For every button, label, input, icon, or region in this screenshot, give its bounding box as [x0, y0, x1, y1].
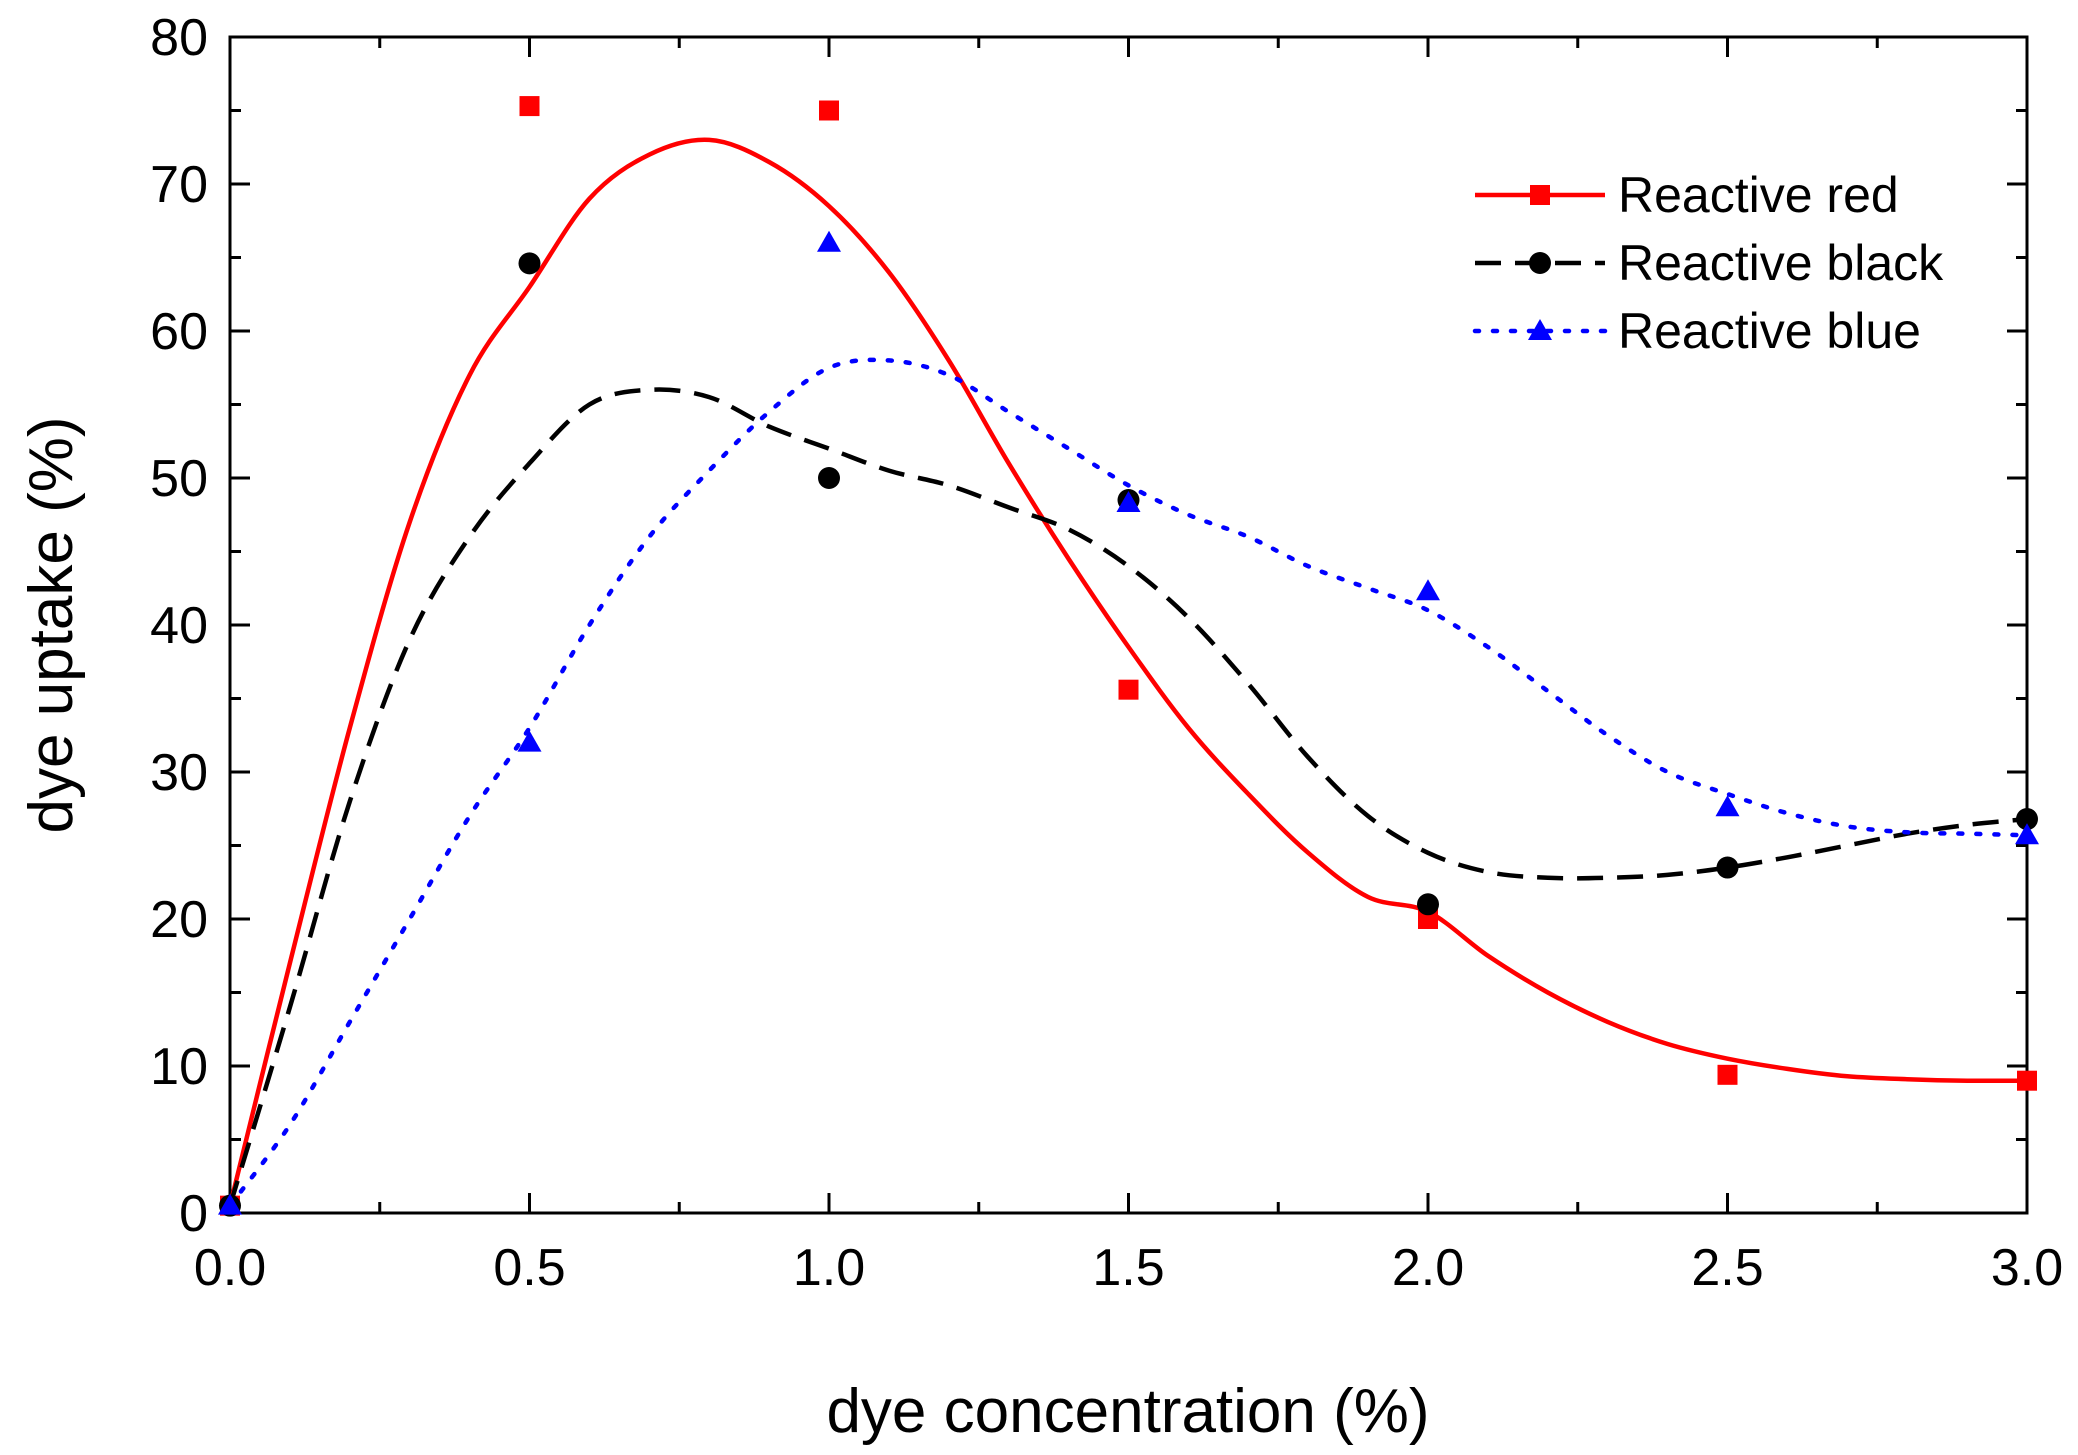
x-tick-label: 1.5: [1092, 1239, 1164, 1297]
legend-item-reactive-black: Reactive black: [1475, 235, 1944, 291]
reactive-blue-point: [2015, 823, 2039, 845]
reactive-black-fit-line: [227, 387, 2028, 1207]
reactive-black-point: [818, 467, 840, 489]
reactive-black-point: [1716, 856, 1739, 879]
reactive-blue-fit-line: [227, 357, 2030, 1208]
x-tick-label: 1.0: [793, 1239, 865, 1297]
reactive-blue-point: [1416, 579, 1440, 601]
y-tick-label: 10: [150, 1038, 208, 1096]
reactive-blue-point: [1116, 490, 1141, 512]
reactive-red-point: [1717, 1064, 1738, 1085]
reactive-red-point: [819, 100, 839, 121]
y-tick-label: 70: [150, 156, 208, 214]
data-markers: [218, 96, 2039, 1217]
x-tick-label: 0.5: [493, 1239, 565, 1297]
legend-label: Reactive blue: [1618, 303, 1921, 359]
reactive-black-point: [2016, 808, 2038, 831]
legend-item-reactive-red: Reactive red: [1475, 167, 1899, 223]
legend-item-reactive-blue: Reactive blue: [1472, 303, 1921, 359]
legend: Reactive red Reactive black Reactive blue: [1472, 167, 1944, 359]
reactive-black-point: [518, 252, 541, 275]
reactive-red-fit-line: [227, 137, 2028, 1207]
y-tick-label: 50: [150, 450, 208, 508]
y-tick-label: 80: [150, 9, 208, 67]
legend-label: Reactive black: [1618, 235, 1944, 291]
reactive-red-point: [2017, 1070, 2037, 1091]
reactive-blue-point: [1715, 795, 1740, 817]
y-tick-label: 40: [150, 597, 208, 655]
reactive-red-point: [1118, 679, 1139, 700]
y-tick-label: 30: [150, 744, 208, 802]
reactive-red-point: [519, 96, 540, 117]
x-axis-title: dye concentration (%): [826, 1377, 1429, 1446]
axis-tick-labels: 0.0 0.5 1.0 1.5 2.0 2.5 3.0 0 10 20 30 40 50 60 70 80: [150, 9, 2063, 1297]
legend-label: Reactive red: [1618, 167, 1899, 223]
x-tick-label: 0.0: [194, 1239, 266, 1297]
x-tick-label: 2.0: [1392, 1239, 1464, 1297]
y-tick-label: 60: [150, 303, 208, 361]
reactive-blue-point: [517, 730, 542, 752]
legend-marker: [1529, 252, 1551, 274]
fit-curves: [227, 137, 2030, 1208]
axis-ticks: [228, 35, 2029, 1215]
reactive-blue-point: [218, 1193, 242, 1215]
x-tick-label: 3.0: [1991, 1239, 2063, 1297]
x-tick-label: 2.5: [1691, 1239, 1763, 1297]
reactive-black-point: [1417, 893, 1439, 916]
reactive-blue-point: [817, 230, 841, 252]
y-tick-label: 20: [150, 891, 208, 949]
y-tick-label: 0: [179, 1185, 208, 1243]
y-axis-title: dye uptake (%): [17, 417, 86, 834]
legend-marker: [1530, 185, 1550, 205]
legend-marker: [1528, 319, 1552, 340]
